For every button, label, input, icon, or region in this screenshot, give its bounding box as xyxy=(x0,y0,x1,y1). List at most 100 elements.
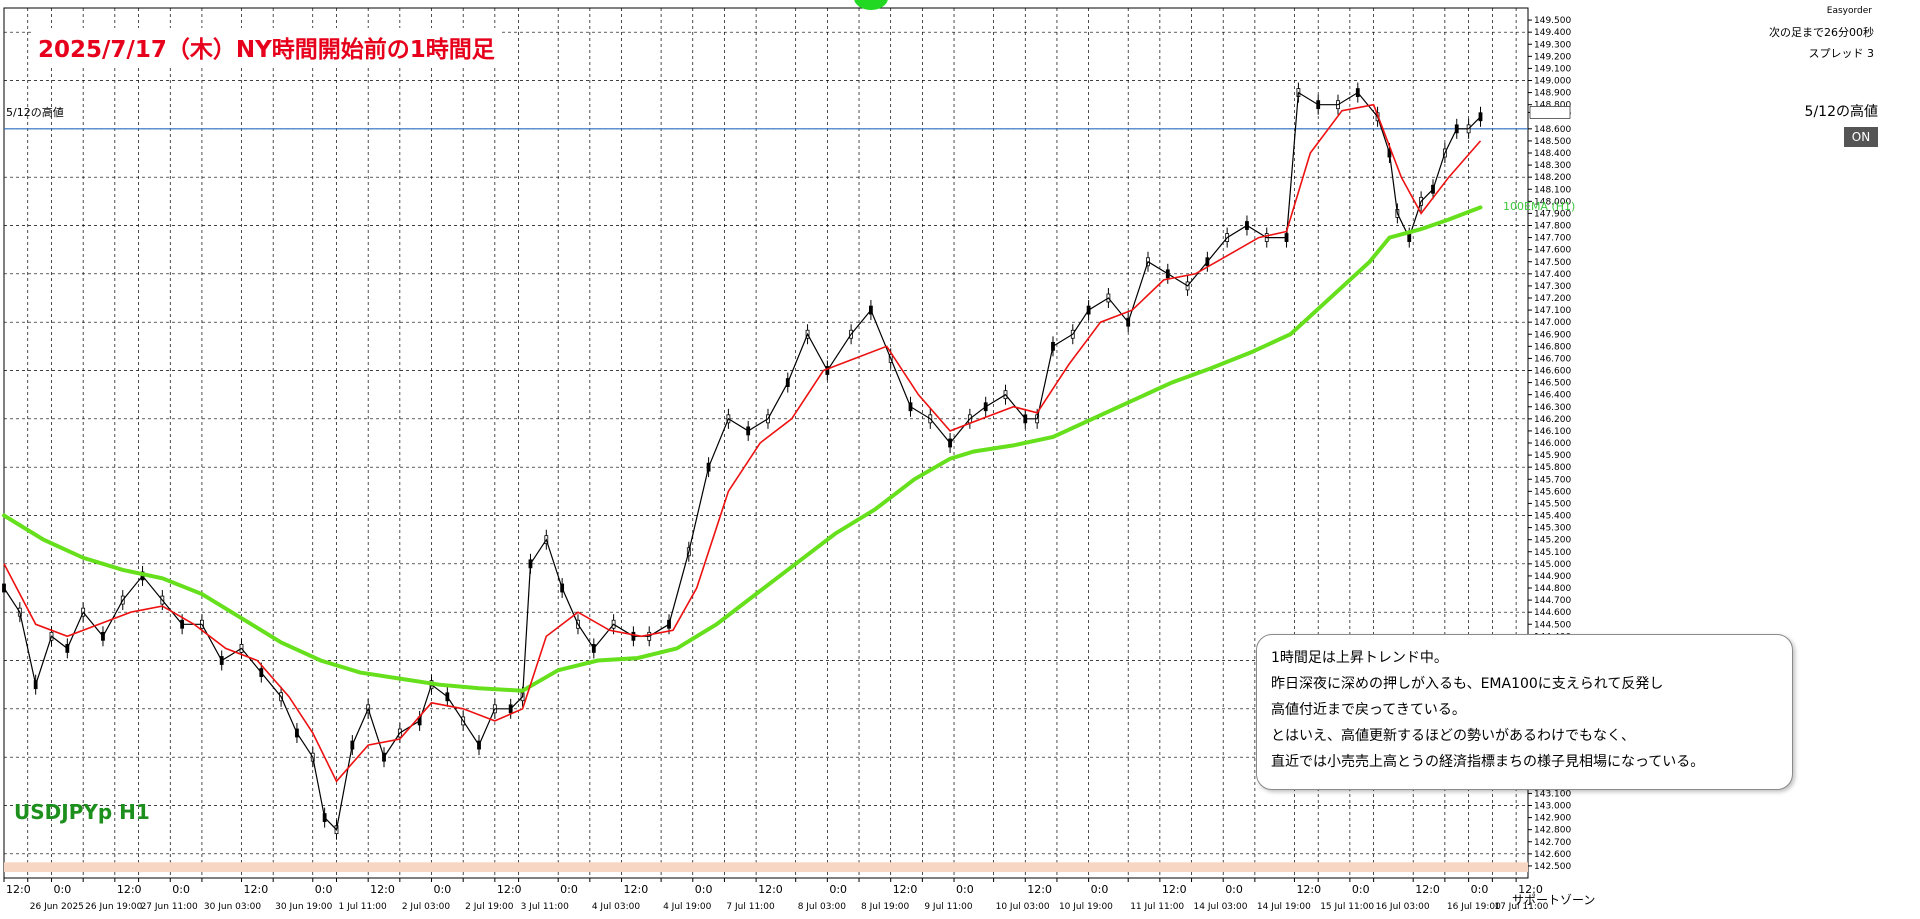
symbol-label: USDJPYp H1 xyxy=(14,800,150,824)
hline-label-left: 5/12の高値 xyxy=(6,106,64,119)
y-tick-label: 142.800 xyxy=(1534,826,1571,836)
x-tick-label: 14 Jul 03:00 xyxy=(1194,902,1248,912)
x-tick-label: 16 Jul 03:00 xyxy=(1376,902,1430,912)
support-zone-label: サポートゾーン xyxy=(1512,893,1596,907)
y-tick-label: 142.900 xyxy=(1534,814,1571,824)
y-tick-label: 146.900 xyxy=(1534,330,1571,340)
y-tick-label: 146.600 xyxy=(1534,367,1571,377)
y-tick-label: 149.100 xyxy=(1534,64,1571,74)
x-tick-label: 12:0 xyxy=(1415,883,1440,896)
y-tick-label: 145.900 xyxy=(1534,451,1571,461)
x-tick-label: 9 Jul 11:00 xyxy=(924,902,973,912)
x-tick-label: 2 Jul 19:00 xyxy=(465,902,514,912)
y-tick-label: 146.000 xyxy=(1534,439,1571,449)
x-tick-label: 0:0 xyxy=(315,883,333,896)
y-tick-label: 146.500 xyxy=(1534,379,1571,389)
bar-countdown: 次の足まで26分00秒 xyxy=(1769,26,1874,39)
y-tick-label: 148.500 xyxy=(1534,137,1571,147)
x-tick-label: 12:0 xyxy=(497,883,522,896)
fast-ma-line xyxy=(3,103,1482,783)
x-tick-label: 0:0 xyxy=(560,883,578,896)
y-tick-label: 144.500 xyxy=(1534,620,1571,630)
x-tick-label: 12:0 xyxy=(6,883,31,896)
note-line: 高値付近まで戻ってきている。 xyxy=(1271,702,1466,718)
x-tick-label: 0:0 xyxy=(829,883,847,896)
chart-title: 2025/7/17（木）NY時間開始前の1時間足 xyxy=(32,28,501,66)
y-tick-label: 147.800 xyxy=(1534,222,1571,232)
y-tick-label: 147.400 xyxy=(1534,270,1571,280)
x-tick-label: 12:0 xyxy=(1296,883,1321,896)
broker-label: Easyorder xyxy=(1826,6,1872,16)
y-tick-label: 147.200 xyxy=(1534,294,1571,304)
x-tick-label: 12:0 xyxy=(370,883,395,896)
y-tick-label: 146.300 xyxy=(1534,403,1571,413)
price-line xyxy=(3,91,1481,831)
x-tick-label: 0:0 xyxy=(1225,883,1243,896)
x-tick-label: 0:0 xyxy=(1471,883,1489,896)
y-tick-label: 145.800 xyxy=(1534,463,1571,473)
x-tick-label: 0:0 xyxy=(172,883,190,896)
y-tick-label: 148.300 xyxy=(1534,161,1571,171)
y-tick-label: 143.100 xyxy=(1534,789,1571,799)
y-tick-label: 144.600 xyxy=(1534,608,1571,618)
on-button[interactable]: ON xyxy=(1844,127,1878,147)
y-tick-label: 144.900 xyxy=(1534,572,1571,582)
y-tick-label: 145.600 xyxy=(1534,487,1571,497)
x-tick-label: 0:0 xyxy=(54,883,72,896)
y-tick-label: 142.500 xyxy=(1534,862,1571,872)
x-tick-label: 0:0 xyxy=(434,883,452,896)
y-tick-label: 144.800 xyxy=(1534,584,1571,594)
x-tick-label: 1 Jul 11:00 xyxy=(339,902,388,912)
x-tick-label: 26 Jun 2025 xyxy=(30,902,84,912)
y-tick-label: 147.300 xyxy=(1534,282,1571,292)
x-tick-label: 12:0 xyxy=(893,883,918,896)
x-tick-label: 30 Jun 19:00 xyxy=(275,902,332,912)
candle-body xyxy=(2,583,6,593)
note-line: 昨日深夜に深めの押しが入るも、EMA100に支えられて反発し xyxy=(1271,676,1664,692)
y-tick-label: 142.600 xyxy=(1534,850,1571,860)
x-tick-label: 4 Jul 03:00 xyxy=(592,902,641,912)
note-line: とはいえ、高値更新するほどの勢いがあるわけでもなく、 xyxy=(1271,728,1635,744)
x-tick-label: 11 Jul 11:00 xyxy=(1130,902,1184,912)
y-tick-label: 147.100 xyxy=(1534,306,1571,316)
y-tick-label: 145.000 xyxy=(1534,560,1571,570)
x-tick-label: 0:0 xyxy=(695,883,713,896)
y-tick-label: 147.000 xyxy=(1534,318,1571,328)
note-line: 直近では小売売上高とうの経済指標まちの様子見相場になっている。 xyxy=(1271,754,1705,770)
support-zone xyxy=(4,862,1528,872)
y-tick-label: 148.900 xyxy=(1534,89,1571,99)
y-tick-label: 144.700 xyxy=(1534,596,1571,606)
x-tick-label: 4 Jul 19:00 xyxy=(663,902,712,912)
y-tick-label: 147.900 xyxy=(1534,209,1571,219)
x-tick-label: 30 Jun 03:00 xyxy=(204,902,261,912)
y-tick-label: 146.200 xyxy=(1534,415,1571,425)
y-tick-label: 148.100 xyxy=(1534,185,1571,195)
y-tick-label: 147.500 xyxy=(1534,258,1571,268)
x-tick-label: 12:0 xyxy=(244,883,269,896)
y-tick-label: 145.700 xyxy=(1534,475,1571,485)
x-tick-label: 2 Jul 03:00 xyxy=(402,902,451,912)
y-tick-label: 146.100 xyxy=(1534,427,1571,437)
y-tick-label: 145.200 xyxy=(1534,536,1571,546)
x-tick-label: 12:0 xyxy=(117,883,142,896)
current-price-box xyxy=(1529,106,1571,119)
x-tick-label: 12:0 xyxy=(1518,883,1543,896)
y-tick-label: 146.400 xyxy=(1534,391,1571,401)
y-tick-label: 146.800 xyxy=(1534,342,1571,352)
y-tick-label: 149.200 xyxy=(1534,52,1571,62)
y-tick-label: 145.100 xyxy=(1534,548,1571,558)
x-tick-label: 10 Jul 03:00 xyxy=(996,902,1050,912)
note-line: 1時間足は上昇トレンド中。 xyxy=(1271,650,1448,666)
x-tick-label: 27 Jun 11:00 xyxy=(141,902,198,912)
y-tick-label: 145.500 xyxy=(1534,499,1571,509)
y-tick-label: 149.300 xyxy=(1534,40,1571,50)
comment-box: 1時間足は上昇トレンド中。 昨日深夜に深めの押しが入るも、EMA100に支えられ… xyxy=(1256,634,1793,790)
y-tick-label: 147.600 xyxy=(1534,246,1571,256)
x-tick-label: 10 Jul 19:00 xyxy=(1059,902,1113,912)
candle-body xyxy=(1478,112,1483,122)
x-tick-label: 8 Jul 03:00 xyxy=(798,902,847,912)
y-tick-label: 148.200 xyxy=(1534,173,1571,183)
y-tick-label: 146.700 xyxy=(1534,354,1571,364)
